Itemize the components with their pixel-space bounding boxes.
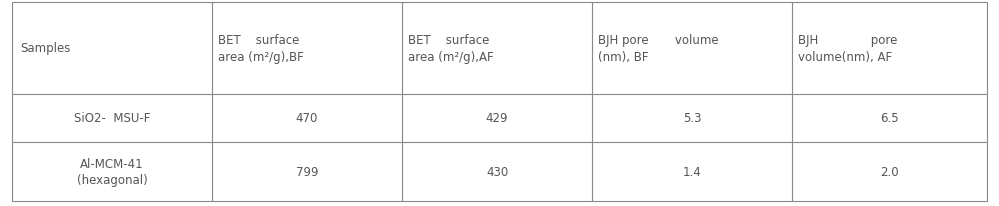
Text: 1.4: 1.4 — [682, 165, 701, 178]
Text: SiO2-  MSU-F: SiO2- MSU-F — [74, 112, 150, 125]
Text: 6.5: 6.5 — [880, 112, 899, 125]
Text: 429: 429 — [486, 112, 508, 125]
Text: 5.3: 5.3 — [683, 112, 701, 125]
Text: BET    surface
area (m²/g),BF: BET surface area (m²/g),BF — [218, 34, 304, 63]
Text: 2.0: 2.0 — [880, 165, 899, 178]
Text: Samples: Samples — [20, 42, 70, 55]
Text: BJH pore       volume
(nm), BF: BJH pore volume (nm), BF — [598, 34, 718, 63]
Text: Al-MCM-41
(hexagonal): Al-MCM-41 (hexagonal) — [77, 157, 147, 186]
Text: 430: 430 — [486, 165, 508, 178]
Text: BET    surface
area (m²/g),AF: BET surface area (m²/g),AF — [408, 34, 494, 63]
Text: BJH              pore
volume(nm), AF: BJH pore volume(nm), AF — [798, 34, 897, 63]
Text: 799: 799 — [296, 165, 319, 178]
Text: 470: 470 — [296, 112, 318, 125]
